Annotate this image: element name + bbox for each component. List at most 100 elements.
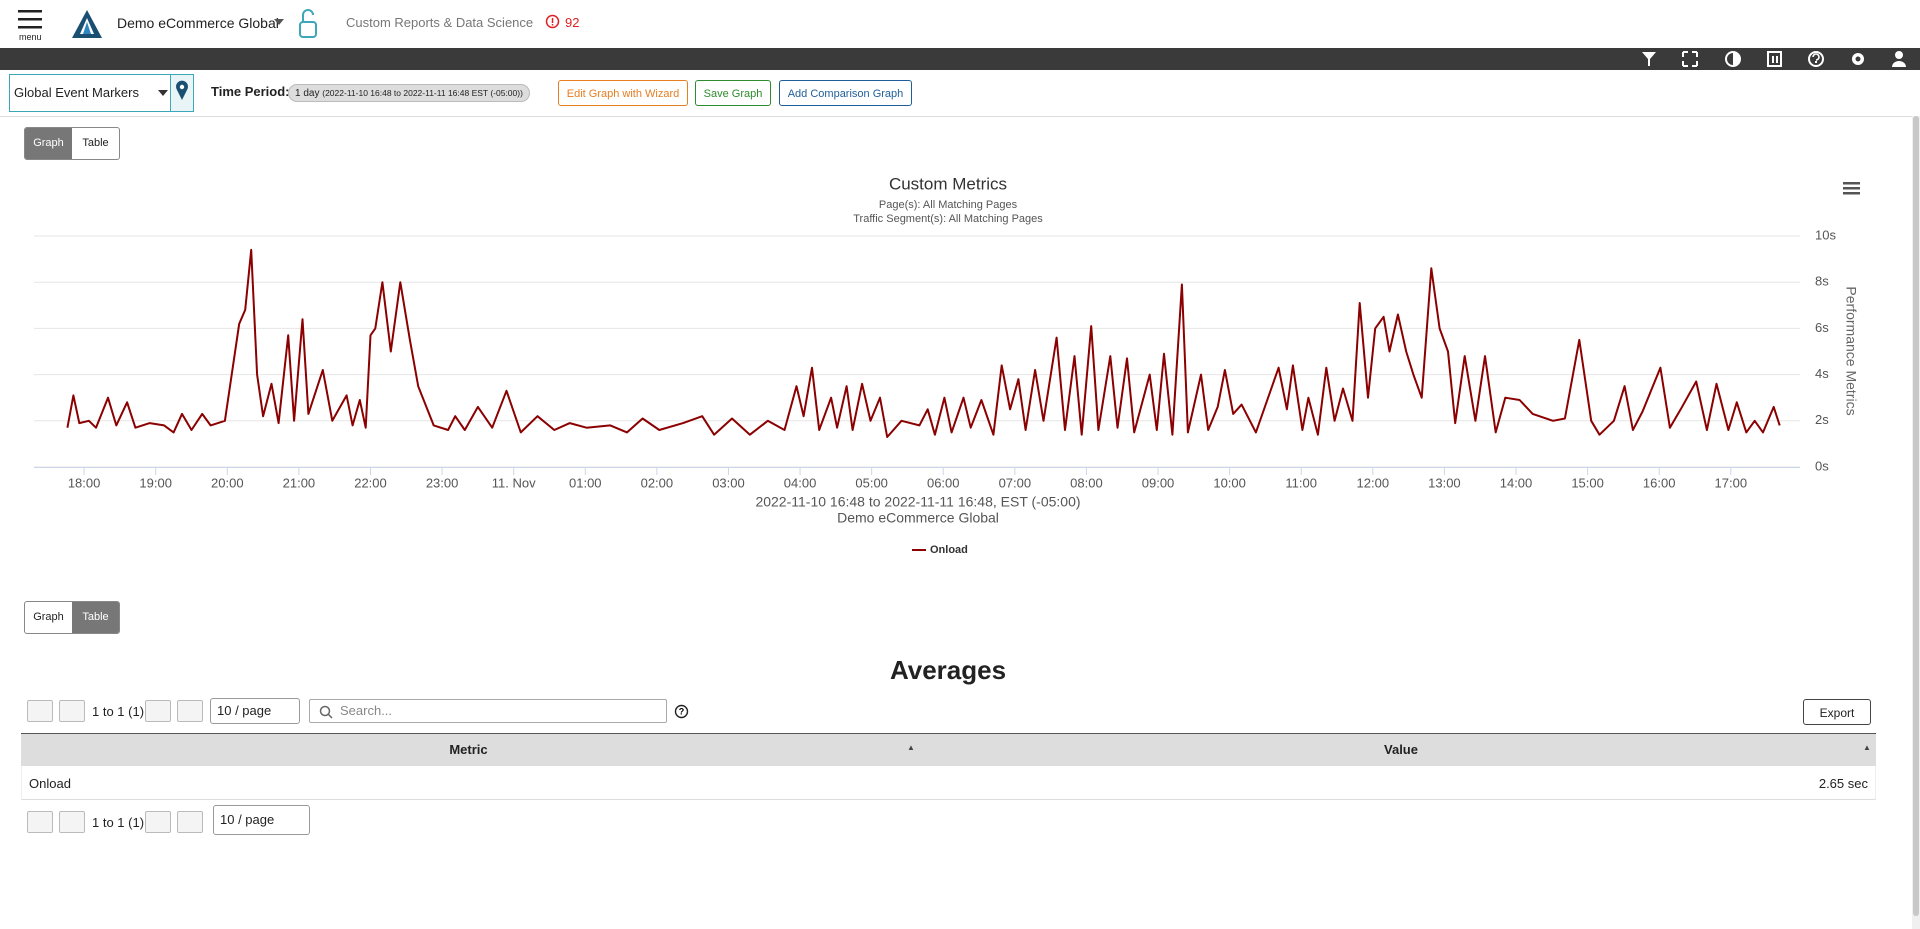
y-tick-label: 0s: [1815, 458, 1829, 473]
legend-label: Onload: [930, 544, 968, 556]
x-tick-label: 21:00: [283, 475, 316, 490]
x-caption: Demo eCommerce Global: [837, 510, 999, 526]
x-tick-label: 08:00: [1070, 475, 1103, 490]
chart-subtitle: Page(s): All Matching Pages: [879, 199, 1018, 211]
pager-range: 1 to 1 (1): [92, 704, 145, 719]
x-tick-label: 05:00: [855, 475, 888, 490]
select-caret: [158, 90, 168, 96]
section-name[interactable]: Custom Reports & Data Science: [346, 15, 534, 30]
logo: [72, 10, 102, 38]
save-graph-button[interactable]: Save Graph: [695, 80, 771, 106]
x-caption: 2022-11-10 16:48 to 2022-11-11 16:48, ES…: [755, 494, 1080, 510]
x-tick-label: 16:00: [1643, 475, 1676, 490]
icon-set[interactable]: [1640, 50, 1920, 68]
pager-bottom: 1 to 1 (1) 10 / page: [0, 805, 400, 835]
table-tab[interactable]: Table: [82, 137, 109, 149]
x-tick-label: 11:00: [1285, 475, 1317, 490]
x-tick-label: 04:00: [784, 475, 817, 490]
page-size: 10 / page: [217, 703, 272, 718]
export-button[interactable]: Export: [1803, 699, 1871, 725]
prev-page[interactable]: [59, 700, 85, 722]
page-size-select[interactable]: 10 / page: [210, 698, 300, 724]
data-line: [66, 248, 1781, 438]
event-markers-label: Global Event Markers: [14, 85, 139, 100]
add-comparison-button[interactable]: Add Comparison Graph: [779, 80, 912, 106]
svg-text:?: ?: [679, 706, 685, 716]
x-tick-label: 13:00: [1428, 475, 1461, 490]
prev-page[interactable]: [59, 811, 85, 833]
graph-tab[interactable]: Graph: [33, 611, 64, 623]
x-tick-label: 20:00: [211, 475, 244, 490]
scroll-thumb[interactable]: [1913, 116, 1919, 916]
table-header: Metric Value ▲ ▲: [21, 733, 1876, 766]
x-tick-label: 07:00: [999, 475, 1032, 490]
edit-wizard-button[interactable]: Edit Graph with Wizard: [558, 80, 688, 106]
x-tick-label: 23:00: [426, 475, 459, 490]
time-period-value: 1 day: [295, 88, 320, 99]
last-page[interactable]: [177, 811, 203, 833]
help-icon[interactable]: ?: [674, 704, 689, 719]
first-page[interactable]: [27, 700, 53, 722]
pager-range: 1 to 1 (1): [92, 815, 145, 830]
x-tick-label: 19:00: [139, 475, 172, 490]
alert-icon[interactable]: [545, 14, 560, 29]
chart-menu[interactable]: [1843, 182, 1860, 195]
column-header[interactable]: Metric: [449, 742, 488, 757]
x-tick-label: 18:00: [68, 475, 101, 490]
x-tick-label: 06:00: [927, 475, 960, 490]
view-toggle: Graph Table: [24, 601, 120, 634]
pager-top: 1 to 1 (1) 10 / page Search... ? Export: [0, 698, 1900, 725]
x-tick-label: 01:00: [569, 475, 602, 490]
menu-label: menu: [19, 32, 42, 42]
chart-subtitle: Traffic Segment(s): All Matching Pages: [853, 213, 1043, 225]
time-period-pill[interactable]: 1 day (2022-11-10 16:48 to 2022-11-11 16…: [288, 84, 530, 102]
time-period-range: (2022-11-10 16:48 to 2022-11-11 16:48 ES…: [322, 88, 523, 98]
search-icon: [319, 705, 333, 719]
header: menu Demo eCommerce Global Custom Report…: [0, 0, 1920, 48]
icon-bar: [0, 48, 1920, 70]
time-period-label: Time Period:: [211, 84, 290, 99]
cell: 2.65 sec: [1818, 776, 1868, 791]
last-page[interactable]: [177, 700, 203, 722]
column-header[interactable]: Value: [1384, 742, 1418, 757]
dropdown-caret[interactable]: [274, 19, 284, 25]
cell: Onload: [29, 776, 71, 791]
marker-icon: [176, 80, 188, 100]
alert-count[interactable]: 92: [565, 15, 580, 30]
view-toggle: Graph Table: [24, 127, 120, 160]
y-tick-label: 6s: [1815, 320, 1829, 335]
page-size: 10 / page: [220, 812, 275, 827]
next-page[interactable]: [145, 700, 171, 722]
menu-icon[interactable]: [18, 8, 44, 30]
x-tick-label: 10:00: [1213, 475, 1246, 490]
y-tick-label: 10s: [1815, 227, 1836, 242]
y-tick-label: 2s: [1815, 412, 1829, 427]
next-page[interactable]: [145, 811, 171, 833]
x-tick-label: 03:00: [712, 475, 745, 490]
table-tab[interactable]: Table: [72, 602, 119, 633]
site-name[interactable]: Demo eCommerce Global: [117, 15, 279, 31]
x-tick-label: 22:00: [354, 475, 387, 490]
sort-icon[interactable]: ▲: [907, 743, 915, 752]
search-input[interactable]: Search...: [309, 699, 667, 723]
x-tick-label: 15:00: [1571, 475, 1604, 490]
chart: Custom Metrics Page(s): All Matching Pag…: [34, 174, 1860, 556]
sort-icon[interactable]: ▲: [1863, 743, 1871, 752]
y-tick-label: 4s: [1815, 366, 1829, 381]
lock-icon[interactable]: [296, 8, 322, 40]
x-tick-label: 11. Nov: [492, 475, 536, 490]
graph-tab[interactable]: Graph: [25, 128, 72, 159]
marker-button[interactable]: [170, 74, 194, 112]
table-title: Averages: [889, 655, 1007, 685]
page-size-select[interactable]: 10 / page: [213, 805, 310, 835]
scrollbar[interactable]: [1912, 116, 1920, 929]
x-tick-label: 17:00: [1715, 475, 1748, 490]
first-page[interactable]: [27, 811, 53, 833]
x-tick-label: 09:00: [1142, 475, 1175, 490]
x-tick-label: 12:00: [1357, 475, 1390, 490]
toolbar: Global Event Markers Time Period: 1 day …: [0, 70, 1912, 117]
x-tick-label: 14:00: [1500, 475, 1533, 490]
y-tick-label: 8s: [1815, 274, 1829, 289]
y-axis-label: Performance Metrics: [1843, 286, 1859, 415]
